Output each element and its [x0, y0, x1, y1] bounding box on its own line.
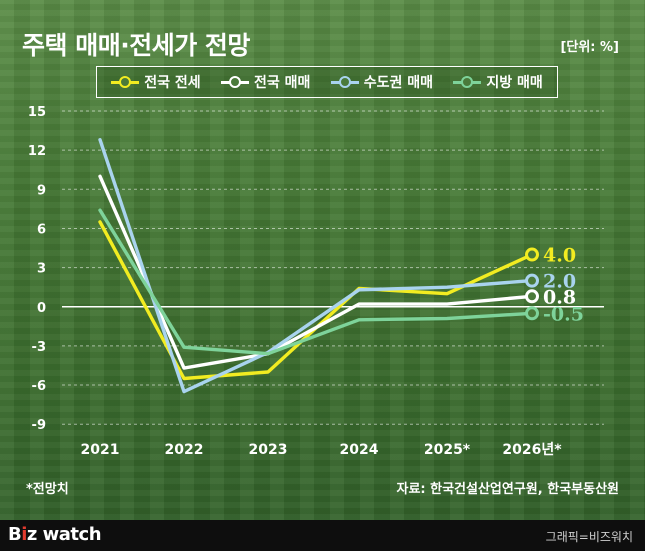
- legend-swatch-regional: [453, 76, 482, 88]
- y-tick-label: 12: [28, 144, 46, 159]
- legend-swatch-national: [220, 76, 249, 88]
- series-line-3: [98, 208, 534, 356]
- y-tick-label: -9: [32, 418, 46, 433]
- source-note: 자료: 한국건설산업연구원, 한국부동산원: [396, 482, 619, 497]
- end-point-marker: [525, 306, 539, 321]
- legend-item-regional: 지방 매매: [453, 72, 543, 92]
- chart-title: 주택 매매·전세가 전망: [22, 31, 250, 60]
- x-tick-label: 2021: [81, 442, 120, 458]
- legend: 전국 전세 전국 매매 수도권 매매 지방 매매: [96, 66, 558, 98]
- end-value-label: -0.5: [543, 303, 584, 325]
- y-tick-label: -6: [32, 379, 46, 394]
- background-photo: [0, 0, 645, 520]
- legend-item-national: 전국 매매: [220, 72, 311, 92]
- legend-label: 전국 매매: [253, 75, 311, 91]
- end-value-label: 4.0: [543, 245, 576, 267]
- legend-label: 수도권 매매: [363, 75, 434, 91]
- y-tick-label: 9: [37, 183, 46, 198]
- end-value-label: 2.0: [543, 271, 576, 293]
- footnote: *전망치: [26, 482, 69, 497]
- series-line-2: [98, 137, 534, 394]
- footer-bar: Biz watch 그래픽=비즈워치: [0, 520, 645, 551]
- y-tick-label: -3: [32, 340, 46, 355]
- y-tick-label: 15: [28, 105, 46, 120]
- end-point-marker: [525, 289, 539, 304]
- y-tick-label: 6: [37, 222, 46, 237]
- y-tick-label: 3: [37, 262, 46, 277]
- series-line-0: [98, 220, 534, 381]
- legend-label: 지방 매매: [486, 75, 543, 91]
- x-tick-label: 2023: [249, 442, 288, 458]
- legend-label: 전국 전세: [144, 75, 201, 91]
- line-chart: 15 12 9 6 3 0 -3 -6 -9 2021 2022 2023 2024 2025* 2026년…: [28, 105, 604, 458]
- legend-item-capital: 수도권 매매: [330, 72, 434, 92]
- bizwatch-logo: Biz watch: [8, 524, 102, 545]
- x-tick-label: 2024: [340, 442, 379, 458]
- x-tick-label: 2026년*: [502, 442, 562, 458]
- end-point-marker: [525, 273, 539, 288]
- legend-swatch-jeonse: [111, 76, 140, 88]
- legend-swatch-capital: [330, 76, 359, 88]
- y-tick-label: 0: [37, 301, 46, 316]
- unit-label: [단위: %]: [560, 40, 619, 55]
- x-tick-label: 2025*: [424, 442, 471, 458]
- legend-item-jeonse: 전국 전세: [111, 72, 201, 92]
- series-line-1: [98, 174, 534, 370]
- graphic-credit: 그래픽=비즈워치: [545, 530, 633, 544]
- end-point-marker: [525, 247, 539, 262]
- x-tick-label: 2022: [165, 442, 204, 458]
- end-value-label: 0.8: [543, 286, 576, 308]
